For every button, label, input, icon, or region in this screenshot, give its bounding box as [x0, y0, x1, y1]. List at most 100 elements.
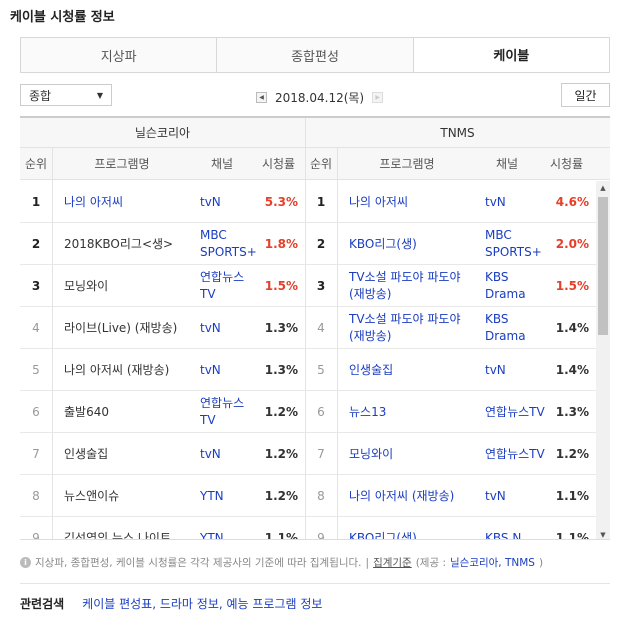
- program-link[interactable]: 뉴스13: [349, 404, 387, 419]
- col-channel: 채널: [210, 157, 234, 171]
- rank-cell: 3: [316, 278, 326, 293]
- table-row: 8 뉴스앤이슈 YTN 1.2% 8 나의 아저씨 (재방송) tvN 1.1%: [20, 475, 596, 517]
- channel-link[interactable]: KBS Drama: [485, 312, 526, 343]
- table-row: 1 나의 아저씨 tvN 5.3% 1 나의 아저씨 tvN 4.6%: [20, 181, 596, 223]
- program-link[interactable]: 출발640: [64, 404, 109, 419]
- rank-cell: 3: [31, 278, 41, 293]
- category-select[interactable]: 종합 ▼: [20, 84, 112, 106]
- channel-link[interactable]: YTN: [200, 488, 224, 503]
- channel-link[interactable]: KBS N: [485, 530, 522, 540]
- rank-cell: 7: [317, 446, 325, 461]
- tab-cable[interactable]: 케이블: [413, 38, 609, 72]
- rank-cell: 8: [32, 488, 40, 503]
- tab-terrestrial[interactable]: 지상파: [21, 38, 218, 72]
- channel-link[interactable]: 연합뉴스TV: [485, 404, 545, 419]
- program-link[interactable]: 나의 아저씨 (재방송): [349, 488, 455, 503]
- program-link[interactable]: 인생술집: [349, 362, 394, 377]
- source-nielsen: 닐슨코리아: [134, 126, 191, 140]
- ratings-table: 닐슨코리아 TNMS 순위 프로그램명 채널 시청률 순위 프로그램명 채널 시…: [20, 116, 610, 540]
- program-link[interactable]: TV소설 파도야 파도야 (재방송): [349, 270, 461, 301]
- rating-cell: 1.3%: [264, 362, 298, 377]
- table-row: 5 나의 아저씨 (재방송) tvN 1.3% 5 인생술집 tvN 1.4%: [20, 349, 596, 391]
- scroll-up-icon[interactable]: ▲: [600, 184, 606, 192]
- program-link[interactable]: 나의 아저씨 (재방송): [64, 362, 170, 377]
- scroll-thumb[interactable]: [598, 197, 608, 335]
- col-rating: 시청률: [549, 157, 584, 171]
- program-link[interactable]: 나의 아저씨: [64, 194, 124, 209]
- related-search: 관련검색 케이블 편성표, 드라마 정보, 예능 프로그램 정보: [20, 595, 322, 612]
- channel-link[interactable]: tvN: [485, 488, 506, 503]
- channel-link[interactable]: KBS Drama: [485, 270, 526, 301]
- source-header: 닐슨코리아 TNMS: [20, 118, 610, 148]
- channel-link[interactable]: MBC SPORTS+: [200, 228, 257, 259]
- rank-cell: 2: [31, 236, 41, 251]
- rating-cell: 1.2%: [264, 404, 298, 419]
- provider-suffix: ): [538, 556, 544, 569]
- channel-link[interactable]: tvN: [200, 362, 221, 377]
- rank-cell: 9: [317, 530, 325, 540]
- broadcast-tabs: 지상파 종합편성 케이블: [20, 37, 610, 73]
- rank-cell: 6: [317, 404, 325, 419]
- program-link[interactable]: 나의 아저씨: [349, 194, 409, 209]
- channel-link[interactable]: tvN: [200, 194, 221, 209]
- related-label: 관련검색: [20, 597, 65, 611]
- provider-links[interactable]: 닐슨코리아, TNMS: [450, 557, 535, 569]
- arrow-right-icon[interactable]: ▶: [372, 92, 384, 103]
- tab-general[interactable]: 종합편성: [217, 38, 414, 72]
- program-link[interactable]: KBO리그(생): [349, 236, 417, 251]
- rank-cell: 9: [32, 530, 40, 540]
- channel-link[interactable]: tvN: [485, 362, 506, 377]
- rank-cell: 6: [32, 404, 40, 419]
- channel-link[interactable]: tvN: [485, 194, 506, 209]
- notice: i 지상파, 종합편성, 케이블 시청률은 각각 제공사의 기준에 따라 집계됩…: [20, 555, 543, 570]
- channel-link[interactable]: 연합뉴스TV: [485, 446, 545, 461]
- rating-cell: 1.2%: [555, 446, 589, 461]
- scrollbar[interactable]: ▲ ▼: [596, 181, 610, 539]
- program-link[interactable]: TV소설 파도야 파도야 (재방송): [349, 312, 461, 343]
- criteria-link[interactable]: 집계기준: [373, 557, 412, 569]
- rank-cell: 1: [31, 194, 41, 209]
- rating-cell: 1.3%: [264, 320, 298, 335]
- date-label: 2018.04.12(목): [275, 91, 365, 105]
- rating-cell: 1.8%: [264, 236, 298, 251]
- related-links[interactable]: 케이블 편성표, 드라마 정보, 예능 프로그램 정보: [82, 597, 323, 611]
- rating-cell: 1.5%: [555, 278, 589, 293]
- col-rank: 순위: [24, 157, 48, 171]
- channel-link[interactable]: tvN: [200, 320, 221, 335]
- rating-cell: 1.2%: [264, 446, 298, 461]
- program-link[interactable]: 모닝와이: [64, 278, 109, 293]
- period-button[interactable]: 일간: [561, 83, 610, 107]
- rank-cell: 4: [32, 320, 40, 335]
- rank-cell: 7: [32, 446, 40, 461]
- info-icon: i: [20, 557, 31, 568]
- scroll-down-icon[interactable]: ▼: [600, 531, 606, 539]
- table-row: 4 라이브(Live) (재방송) tvN 1.3% 4 TV소설 파도야 파도야 (재방…: [20, 307, 596, 349]
- program-link[interactable]: 뉴스앤이슈: [64, 488, 120, 503]
- date-navigator: ◀ 2018.04.12(목) ▶: [256, 89, 384, 106]
- program-link[interactable]: 라이브(Live) (재방송): [64, 320, 178, 335]
- arrow-left-icon[interactable]: ◀: [256, 92, 267, 103]
- channel-link[interactable]: 연합뉴스TV: [200, 396, 245, 427]
- program-link[interactable]: 인생술집: [64, 446, 109, 461]
- channel-link[interactable]: MBC SPORTS+: [485, 228, 542, 259]
- rating-cell: 1.4%: [555, 320, 589, 335]
- channel-link[interactable]: 연합뉴스TV: [200, 270, 245, 301]
- provider-prefix: (제공 :: [415, 557, 446, 569]
- rank-cell: 2: [316, 236, 326, 251]
- col-rating: 시청률: [261, 157, 296, 171]
- table-row: 6 출발640 연합뉴스TV 1.2% 6 뉴스13 연합뉴스TV 1.3%: [20, 391, 596, 433]
- channel-link[interactable]: tvN: [200, 446, 221, 461]
- source-tnms: TNMS: [440, 126, 475, 140]
- table-row: 9 김선영의 뉴스 나이트 YTN 1.1% 9 KBO리그(생) KBS N 1.1%: [20, 517, 596, 540]
- program-link[interactable]: 2018KBO리그<생>: [64, 236, 174, 251]
- table-row: 3 모닝와이 연합뉴스TV 1.5% 3 TV소설 파도야 파도야 (재방송) KBS Dr…: [20, 265, 596, 307]
- rank-cell: 1: [316, 194, 326, 209]
- channel-link[interactable]: YTN: [200, 530, 224, 540]
- program-link[interactable]: 김선영의 뉴스 나이트: [64, 530, 171, 540]
- page-title: 케이블 시청률 정보: [10, 10, 115, 25]
- col-program: 프로그램명: [379, 157, 435, 171]
- program-link[interactable]: 모닝와이: [349, 446, 394, 461]
- rating-cell: 1.1%: [555, 530, 589, 540]
- program-link[interactable]: KBO리그(생): [349, 530, 417, 540]
- rating-cell: 1.4%: [555, 362, 589, 377]
